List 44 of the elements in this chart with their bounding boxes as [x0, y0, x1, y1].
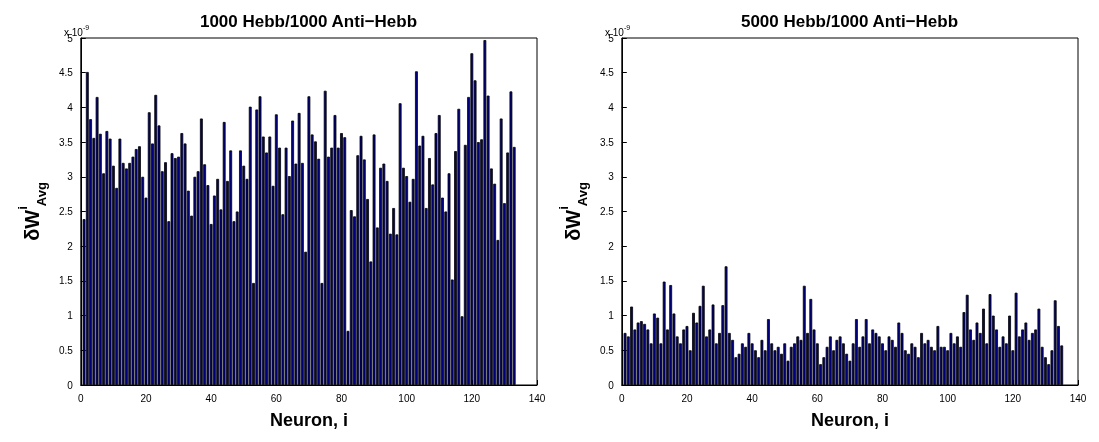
x-tick-label: 60: [270, 392, 283, 404]
y-tick-label: 5: [608, 32, 615, 44]
x-tick-label: 140: [1069, 392, 1087, 404]
x-tick-label: 100: [939, 392, 957, 404]
x-tick-label: 120: [1004, 392, 1022, 404]
x-tick-label: 0: [78, 392, 85, 404]
y-tick-label: 1.5: [599, 275, 615, 287]
y-tick-label: 5: [67, 32, 74, 44]
x-tick-label: 80: [335, 392, 348, 404]
chart-title: 5000 Hebb/1000 Anti−Hebb: [740, 12, 959, 31]
x-tick-label: 80: [876, 392, 889, 404]
y-tick-label: 2: [67, 240, 74, 252]
y-tick-label: 2.5: [599, 206, 615, 217]
y-tick-label: 4.5: [58, 67, 74, 79]
chart-title: 1000 Hebb/1000 Anti−Hebb: [199, 12, 418, 31]
y-tick-label: 0: [608, 379, 615, 391]
x-tick-label: 40: [205, 392, 218, 404]
y-tick-label: 1: [67, 310, 74, 322]
y-tick-label: 0.5: [599, 344, 615, 356]
y-tick-label: 3.5: [599, 136, 615, 148]
y-tick-label: 4: [608, 101, 615, 113]
y-tick-label: 3.5: [58, 136, 74, 148]
y-tick-label: 2.5: [58, 206, 74, 217]
y-tick-label: 2: [608, 240, 615, 252]
y-tick-label: 3: [67, 171, 74, 183]
y-tick-label: 0: [67, 379, 74, 391]
y-tick-label: 4: [67, 101, 74, 113]
y-axis-title: δWiAvg: [556, 182, 590, 241]
y-tick-label: 4.5: [599, 67, 615, 79]
x-tick-label: 140: [528, 392, 546, 404]
y-axis-title: δWiAvg: [15, 182, 49, 241]
y-tick-label: 1.5: [58, 275, 74, 287]
x-tick-label: 40: [746, 392, 759, 404]
y-tick-label: 3: [608, 171, 615, 183]
x-tick-label: 20: [140, 392, 152, 404]
x-axis-title: Neuron, i: [269, 410, 348, 430]
x-tick-label: 120: [463, 392, 481, 404]
y-tick-label: 0.5: [58, 344, 74, 356]
x-tick-label: 100: [398, 392, 416, 404]
x-tick-label: 60: [811, 392, 824, 404]
x-tick-label: 0: [619, 392, 626, 404]
x-tick-label: 20: [681, 392, 693, 404]
y-tick-label: 1: [608, 310, 615, 322]
x-axis-title: Neuron, i: [810, 410, 889, 430]
